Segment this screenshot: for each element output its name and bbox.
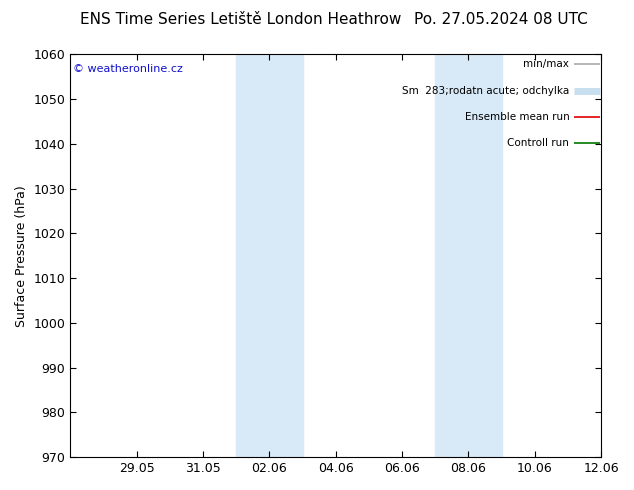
Text: ENS Time Series Letiště London Heathrow: ENS Time Series Letiště London Heathrow xyxy=(81,12,401,27)
Y-axis label: Surface Pressure (hPa): Surface Pressure (hPa) xyxy=(15,185,28,327)
Text: Po. 27.05.2024 08 UTC: Po. 27.05.2024 08 UTC xyxy=(414,12,588,27)
Text: Sm  283;rodatn acute; odchylka: Sm 283;rodatn acute; odchylka xyxy=(402,86,569,96)
Text: min/max: min/max xyxy=(524,59,569,70)
Bar xyxy=(436,54,501,457)
Text: © weatheronline.cz: © weatheronline.cz xyxy=(73,64,183,74)
Bar xyxy=(236,54,302,457)
Text: Controll run: Controll run xyxy=(507,138,569,148)
Text: Ensemble mean run: Ensemble mean run xyxy=(465,112,569,122)
